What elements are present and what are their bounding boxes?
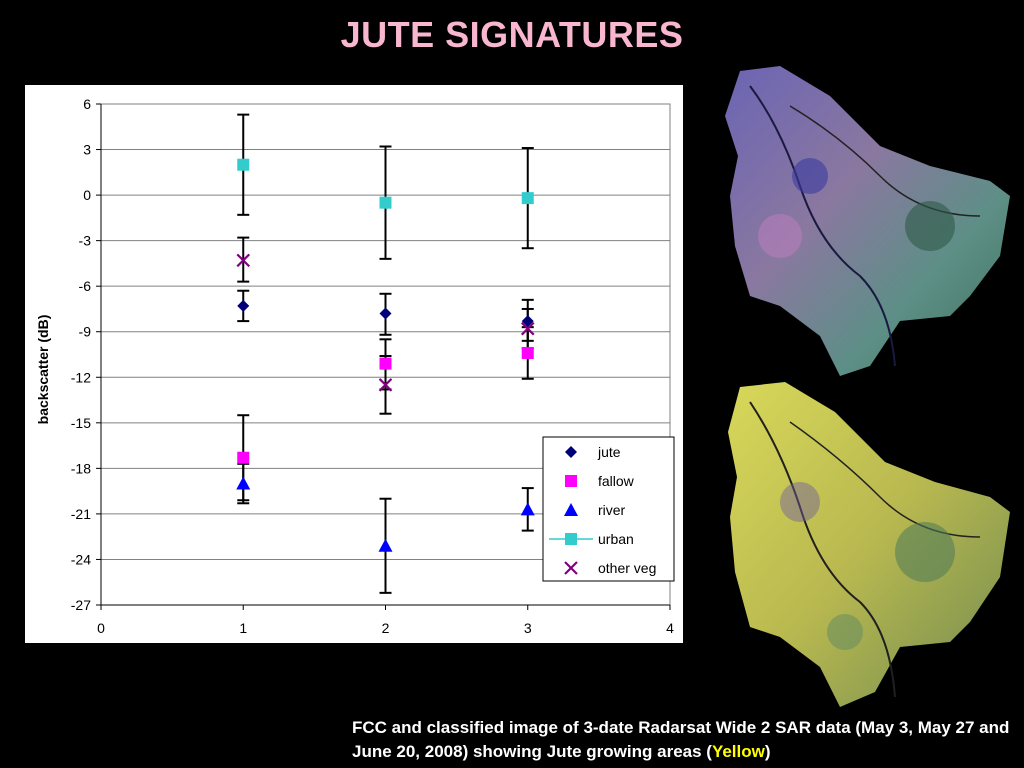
legend-label: other veg (598, 560, 656, 576)
y-tick-label: 6 (83, 96, 91, 112)
classified-image (728, 382, 1010, 707)
y-tick-label: -21 (71, 506, 91, 522)
data-point-river (378, 538, 393, 552)
y-tick-label: -12 (71, 369, 91, 385)
legend-label: jute (597, 444, 621, 460)
legend-marker (565, 446, 577, 458)
caption-text-end: ) (764, 742, 771, 761)
caption-text: FCC and classified image of 3-date Radar… (352, 718, 1010, 761)
x-tick-label: 2 (382, 620, 390, 636)
data-point-jute (379, 307, 392, 320)
data-point-jute (521, 315, 534, 328)
legend-marker (564, 503, 578, 516)
legend-label: fallow (598, 473, 635, 489)
y-tick-label: -27 (71, 597, 91, 613)
legend-label: urban (598, 531, 634, 547)
y-axis-label: backscatter (dB) (35, 315, 51, 425)
data-point-fallow (237, 451, 250, 464)
data-point-other-veg (378, 378, 393, 392)
data-point-other-veg (520, 321, 535, 336)
chart-panel: 6 3 0 -3 -6 -9 -12 -15 -18 -21 -24 -27 0 1 2 3 4 backscat… (25, 85, 683, 643)
legend-label: river (598, 502, 626, 518)
y-tick-label: -15 (71, 415, 91, 431)
fcc-sar-image (725, 66, 1010, 376)
data-point-fallow (379, 357, 392, 370)
legend-marker (565, 533, 577, 545)
data-point-urban (379, 196, 392, 209)
y-tick-label: 3 (83, 142, 91, 158)
y-tick-label: -18 (71, 460, 91, 476)
x-tick-label: 4 (666, 620, 674, 636)
y-tick-label: -24 (71, 551, 91, 567)
caption-highlight: Yellow (711, 742, 765, 761)
data-point-river (520, 502, 535, 516)
x-tick-label: 0 (97, 620, 105, 636)
data-point-urban (521, 192, 534, 205)
slide-title: JUTE SIGNATURES (340, 14, 684, 55)
legend (542, 436, 675, 582)
data-point-fallow (521, 346, 534, 359)
caption: FCC and classified image of 3-date Radar… (352, 716, 1017, 764)
y-tick-label: 0 (83, 187, 91, 203)
legend-marker (565, 475, 577, 487)
y-tick-label: -9 (79, 324, 92, 340)
y-tick-label: -3 (79, 233, 92, 249)
x-tick-label: 1 (239, 620, 247, 636)
x-tick-label: 3 (524, 620, 532, 636)
data-point-other-veg (236, 253, 251, 268)
legend-marker (564, 561, 578, 575)
scatter-chart: 6 3 0 -3 -6 -9 -12 -15 -18 -21 -24 -27 0 1 2 3 4 backscat… (35, 96, 675, 636)
data-point-jute (237, 299, 250, 312)
data-point-urban (237, 158, 250, 171)
data-point-river (236, 476, 251, 490)
y-tick-label: -6 (79, 278, 92, 294)
